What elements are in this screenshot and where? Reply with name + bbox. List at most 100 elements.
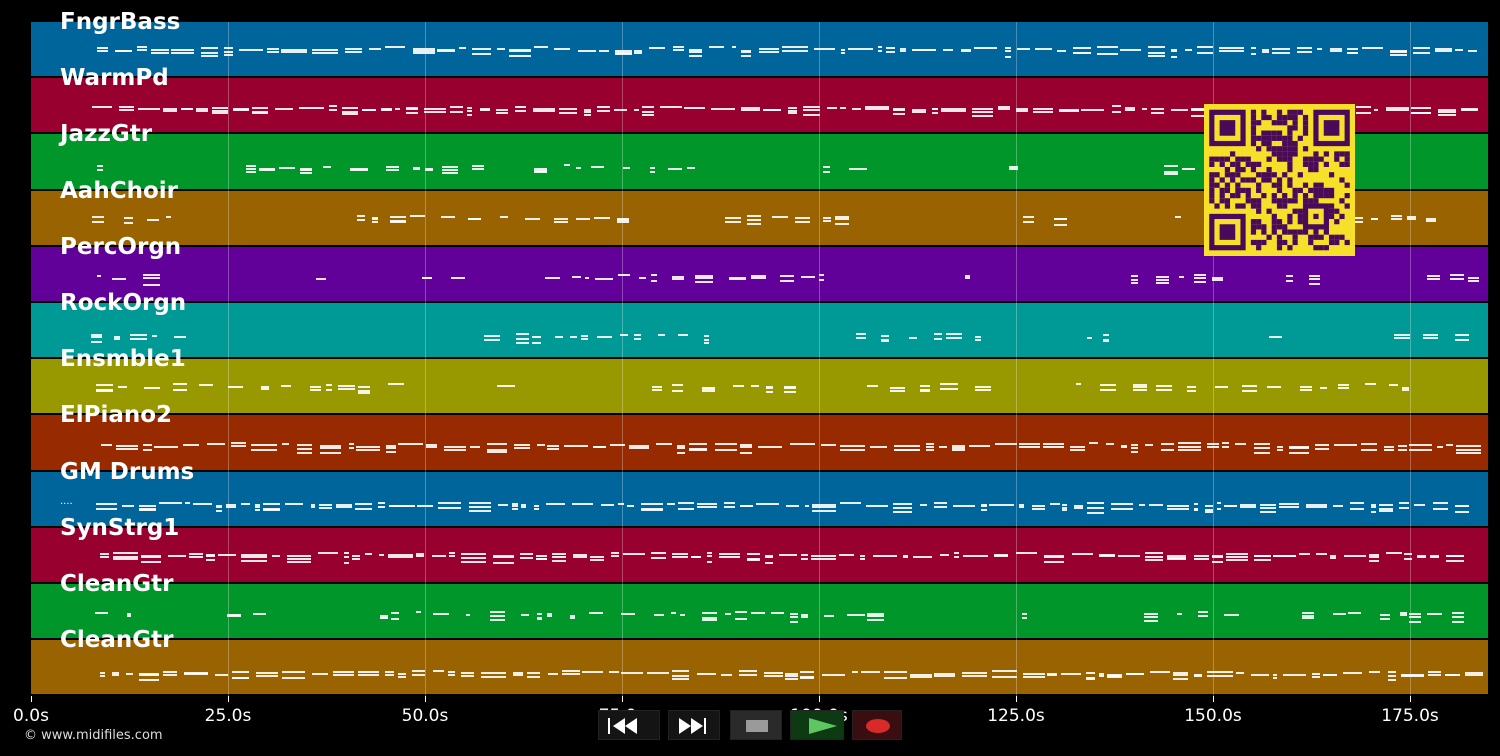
midi-note xyxy=(1428,671,1441,674)
axis-tick-label: 175.0s xyxy=(1381,706,1439,726)
midi-note xyxy=(143,273,160,276)
midi-note xyxy=(650,274,657,277)
midi-note xyxy=(1046,674,1057,677)
midi-note xyxy=(130,337,148,340)
midi-note xyxy=(1426,220,1436,223)
rewind-button[interactable] xyxy=(598,710,660,740)
midi-note xyxy=(1155,279,1170,282)
midi-note xyxy=(1239,505,1256,508)
midi-note xyxy=(784,391,797,394)
midi-note xyxy=(281,48,307,51)
midi-note xyxy=(520,553,533,556)
midi-note xyxy=(569,614,575,617)
track-lane[interactable] xyxy=(31,471,1488,526)
midi-note xyxy=(1219,46,1245,49)
midi-note xyxy=(1023,676,1045,679)
midi-note xyxy=(1070,449,1086,452)
midi-note xyxy=(1110,503,1133,506)
midi-note xyxy=(610,551,620,554)
midi-note xyxy=(536,617,542,620)
midi-note xyxy=(443,445,466,448)
midi-note xyxy=(795,221,810,224)
midi-note xyxy=(945,333,962,336)
midi-note xyxy=(785,678,798,681)
midi-note xyxy=(1019,442,1041,445)
midi-note xyxy=(1394,336,1411,339)
midi-note xyxy=(1449,274,1464,277)
midi-note xyxy=(508,49,532,52)
midi-note xyxy=(448,552,456,555)
midi-note xyxy=(246,164,257,167)
midi-note xyxy=(811,505,836,508)
track-lane[interactable] xyxy=(31,584,1488,639)
midi-note xyxy=(1150,107,1164,110)
midi-note xyxy=(96,384,113,387)
midi-note xyxy=(471,168,485,171)
midi-note xyxy=(1434,50,1452,53)
midi-note xyxy=(379,617,388,620)
midi-note xyxy=(1399,502,1410,505)
midi-note xyxy=(998,106,1010,109)
midi-note xyxy=(173,336,186,339)
midi-note xyxy=(254,505,260,508)
midi-note xyxy=(170,52,194,55)
midi-note xyxy=(1207,671,1233,674)
midi-note xyxy=(198,384,213,387)
midi-note xyxy=(465,613,470,616)
midi-note xyxy=(181,108,194,111)
midi-note xyxy=(1130,275,1139,278)
midi-note xyxy=(546,614,552,617)
record-button[interactable] xyxy=(852,710,902,740)
midi-note xyxy=(1178,276,1185,279)
midi-note xyxy=(143,276,160,279)
track-lane[interactable] xyxy=(31,303,1488,358)
track-lane[interactable] xyxy=(31,527,1488,582)
midi-note xyxy=(810,555,836,558)
stop-button[interactable] xyxy=(730,710,782,740)
midi-note xyxy=(412,674,426,677)
midi-note xyxy=(1074,505,1083,507)
midi-note xyxy=(770,612,785,615)
fast-forward-button[interactable] xyxy=(668,710,720,740)
midi-note xyxy=(227,615,241,618)
midi-note xyxy=(389,216,406,218)
midi-note xyxy=(471,164,485,167)
midi-note xyxy=(925,442,935,445)
midi-note xyxy=(584,277,590,280)
midi-note xyxy=(385,447,396,450)
track-lane[interactable] xyxy=(31,415,1488,470)
midi-note xyxy=(1282,673,1306,676)
midi-note xyxy=(412,50,436,53)
midi-note xyxy=(385,46,405,49)
axis-tick xyxy=(1213,696,1214,702)
track-lane[interactable] xyxy=(31,22,1488,77)
midi-note xyxy=(280,385,292,388)
midi-note xyxy=(378,501,386,504)
midi-note xyxy=(701,618,717,621)
midi-note xyxy=(623,167,631,170)
track-label: CleanGtr xyxy=(60,627,174,654)
midi-note xyxy=(973,47,997,50)
track-lane[interactable] xyxy=(31,640,1488,695)
midi-note xyxy=(323,165,332,168)
midi-note xyxy=(758,51,779,54)
midi-note xyxy=(1309,278,1321,281)
midi-note xyxy=(1422,333,1438,336)
track-lane[interactable] xyxy=(31,359,1488,414)
midi-note xyxy=(589,558,604,561)
midi-note xyxy=(822,166,830,169)
midi-note xyxy=(765,387,773,390)
midi-note xyxy=(867,613,884,616)
midi-note xyxy=(250,448,277,451)
midi-note xyxy=(159,502,183,505)
midi-note xyxy=(163,671,177,674)
play-button[interactable] xyxy=(790,710,844,740)
midi-note xyxy=(1161,448,1174,451)
midi-note xyxy=(1166,557,1187,560)
midi-note xyxy=(1369,556,1379,559)
midi-note xyxy=(886,50,895,53)
midi-note xyxy=(1099,389,1117,392)
midi-note xyxy=(980,505,987,508)
midi-note xyxy=(241,560,268,563)
midi-note xyxy=(670,612,677,615)
